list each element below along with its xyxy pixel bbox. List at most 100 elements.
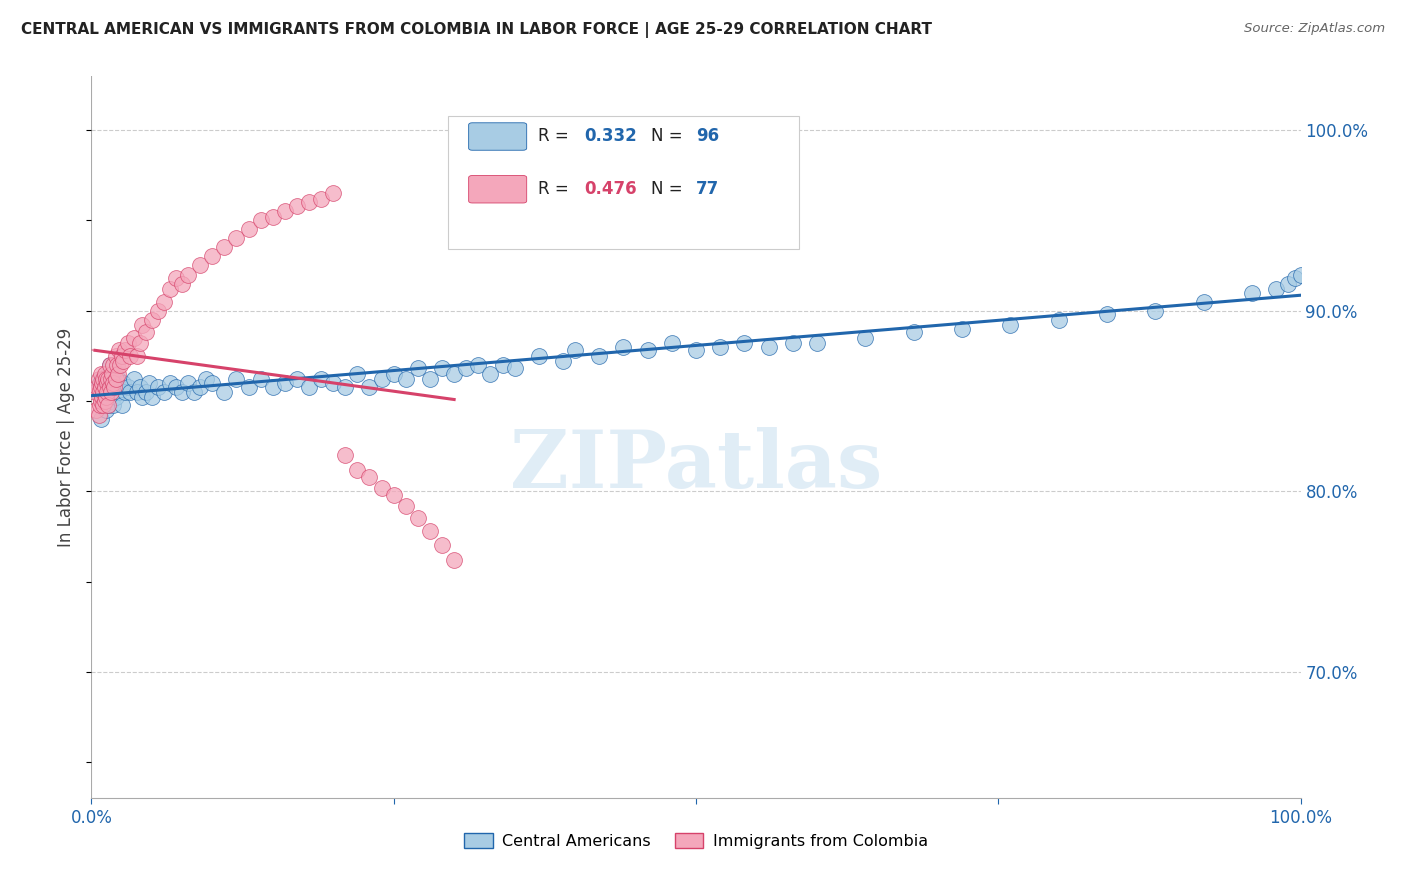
Point — [86, 379, 108, 393]
Point — [94, 403, 117, 417]
Point — [249, 372, 271, 386]
Point — [950, 321, 973, 335]
Point — [285, 199, 308, 213]
Point — [122, 331, 145, 345]
FancyBboxPatch shape — [449, 116, 799, 249]
Point — [101, 376, 124, 390]
Point — [1144, 303, 1167, 318]
Point — [97, 372, 120, 386]
Point — [120, 384, 142, 399]
Point — [238, 379, 260, 393]
Point — [359, 470, 381, 484]
Text: CENTRAL AMERICAN VS IMMIGRANTS FROM COLOMBIA IN LABOR FORCE | AGE 25-29 CORRELAT: CENTRAL AMERICAN VS IMMIGRANTS FROM COLO… — [21, 22, 932, 38]
Point — [101, 358, 124, 372]
Point — [111, 354, 134, 368]
Point — [135, 326, 157, 340]
Point — [335, 379, 357, 393]
Point — [104, 372, 127, 386]
Text: ZIPatlas: ZIPatlas — [510, 427, 882, 505]
Point — [105, 358, 128, 372]
Point — [120, 349, 142, 363]
Point — [1289, 268, 1312, 282]
Point — [131, 390, 153, 404]
Point — [93, 393, 115, 408]
Point — [309, 192, 332, 206]
Point — [285, 372, 308, 386]
Point — [90, 393, 112, 408]
Point — [87, 409, 110, 423]
Point — [98, 379, 121, 393]
Point — [128, 336, 150, 351]
Point — [456, 361, 478, 376]
Point — [262, 210, 284, 224]
Point — [114, 343, 136, 358]
Point — [93, 384, 115, 399]
Point — [853, 331, 876, 345]
Text: 96: 96 — [696, 127, 718, 145]
Point — [1265, 282, 1288, 296]
Point — [1192, 294, 1215, 309]
Point — [138, 376, 160, 390]
Point — [93, 367, 115, 381]
Point — [588, 349, 610, 363]
Point — [89, 398, 111, 412]
Point — [637, 343, 659, 358]
Point — [89, 383, 111, 397]
FancyBboxPatch shape — [468, 176, 527, 203]
Point — [101, 398, 124, 412]
Point — [107, 372, 129, 386]
Point — [1284, 271, 1306, 285]
Text: 0.332: 0.332 — [585, 127, 637, 145]
Point — [98, 358, 121, 372]
Point — [153, 294, 176, 309]
Point — [93, 379, 115, 393]
Point — [96, 376, 118, 390]
Point — [195, 372, 218, 386]
Point — [564, 343, 586, 358]
Point — [406, 511, 429, 525]
Point — [551, 354, 574, 368]
Point — [111, 376, 134, 390]
Point — [146, 379, 169, 393]
Point — [104, 349, 127, 363]
Point — [188, 259, 211, 273]
Point — [419, 372, 441, 386]
Point — [100, 384, 122, 399]
Point — [467, 358, 489, 372]
Point — [201, 376, 224, 390]
Point — [479, 367, 502, 381]
Point — [346, 367, 368, 381]
Point — [612, 340, 634, 354]
Y-axis label: In Labor Force | Age 25-29: In Labor Force | Age 25-29 — [58, 327, 76, 547]
Point — [100, 393, 122, 408]
Point — [90, 412, 112, 426]
Point — [1277, 277, 1299, 291]
Point — [335, 448, 357, 462]
Point — [114, 384, 136, 399]
Point — [103, 379, 125, 393]
Point — [97, 398, 120, 412]
Point — [443, 367, 465, 381]
Point — [309, 372, 332, 386]
Point — [430, 538, 453, 552]
Point — [159, 282, 181, 296]
Point — [97, 398, 120, 412]
Point — [274, 376, 297, 390]
Point — [104, 390, 127, 404]
Point — [107, 367, 129, 381]
Point — [188, 379, 211, 393]
Point — [183, 384, 205, 399]
Point — [1241, 285, 1264, 300]
Point — [177, 268, 200, 282]
Text: R =: R = — [537, 180, 574, 198]
Text: 0.476: 0.476 — [585, 180, 637, 198]
Point — [84, 403, 107, 417]
Point — [382, 488, 405, 502]
Point — [127, 384, 149, 399]
Point — [172, 277, 194, 291]
Point — [110, 358, 132, 372]
Point — [238, 222, 260, 236]
Point — [122, 372, 145, 386]
Point — [90, 367, 112, 381]
Point — [225, 372, 247, 386]
